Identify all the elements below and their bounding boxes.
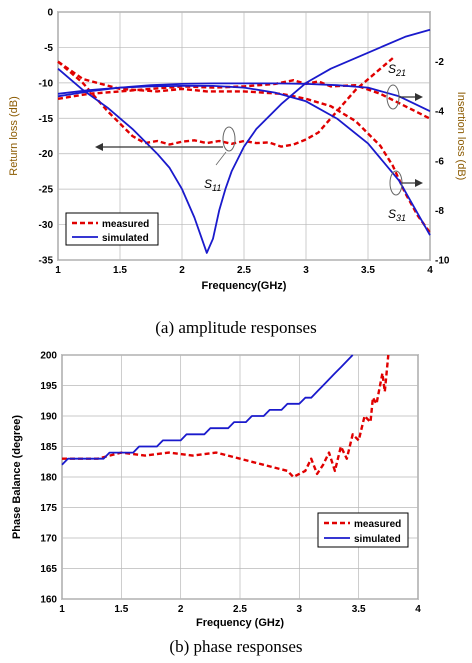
chart-b-y-tick-0: 200 <box>40 351 57 362</box>
chart-a-x-ticks: 1 1.5 2 2.5 3 3.5 4 <box>55 265 433 276</box>
chart-b-phase: 1 1.5 2 2.5 3 3.5 4 200 195 190 185 180 175 170 165 16… <box>11 351 421 657</box>
svg-text:S21: S21 <box>388 62 406 78</box>
chart-b-x-axis-label: Frequency (GHz) <box>196 617 284 629</box>
chart-a-x-tick-1: 1.5 <box>113 265 127 276</box>
chart-b-x-tick-6: 4 <box>415 604 421 615</box>
chart-a-x-axis-label: Frequency(GHz) <box>202 280 287 292</box>
chart-b-y-tick-2: 190 <box>40 412 57 423</box>
chart-a-series-simulated-s11-line <box>57 28 431 254</box>
s31-label: S <box>388 207 396 221</box>
chart-a-x-tick-5: 3.5 <box>361 265 375 276</box>
chart-a-y-axis-label: Return loss (dB) <box>8 96 20 175</box>
chart-a-legend: measured simulated <box>65 212 159 246</box>
chart-a-y-tick-2: -10 <box>39 78 54 89</box>
chart-b-x-tick-5: 3.5 <box>352 604 366 615</box>
chart-b-x-ticks: 1 1.5 2 2.5 3 3.5 4 <box>59 604 421 615</box>
chart-a-y-tick-5: -25 <box>39 185 54 196</box>
s21-label: S <box>388 62 396 76</box>
chart-b-y-tick-8: 160 <box>40 595 57 606</box>
chart-a-x-tick-3: 2.5 <box>237 265 251 276</box>
chart-b-grid <box>61 354 419 600</box>
chart-b-series-measured-line <box>62 354 390 479</box>
chart-a-x-tick-2: 2 <box>179 265 185 276</box>
chart-a-series-measured-s21-line <box>57 78 431 120</box>
chart-b-series <box>61 354 390 479</box>
chart-a-series-measured-s11-line <box>57 57 394 148</box>
s31-arrow-head <box>415 179 423 187</box>
s11-leader <box>215 151 227 166</box>
s11-arrow-head <box>95 143 103 151</box>
chart-a-y-tick-right-4: -10 <box>435 256 450 267</box>
s21-label-sub: 21 <box>395 68 406 78</box>
svg-text:S11: S11 <box>204 177 221 193</box>
chart-b-series-simulated-line <box>61 354 354 466</box>
chart-a-y-tick-0: 0 <box>47 8 53 19</box>
s31-label-sub: 31 <box>396 213 406 223</box>
s11-ellipse-marker <box>222 126 236 152</box>
chart-a-y-tick-3: -15 <box>39 114 54 125</box>
chart-a-amplitude: 1 1.5 2 2.5 3 3.5 4 0 -5 -10 -15 -20 -25 -30 -35 -2 -4… <box>8 8 467 338</box>
annotation-s21: S21 <box>386 62 423 110</box>
chart-b-x-tick-1: 1.5 <box>114 604 128 615</box>
chart-a-y-tick-6: -30 <box>39 220 54 231</box>
chart-a-legend-measured-label: measured <box>102 219 149 230</box>
chart-a-x-tick-0: 1 <box>55 265 61 276</box>
chart-b-y-axis-label: Phase Balance (degree) <box>11 415 23 539</box>
chart-b-y-tick-3: 185 <box>40 442 57 453</box>
chart-a-y-axis-label-right: Insertion loss (dB) <box>455 92 467 181</box>
chart-b-y-tick-7: 165 <box>40 564 57 575</box>
chart-a-y-ticks-right: -2 -4 -6 -8 -10 <box>435 57 450 266</box>
chart-b-x-tick-0: 1 <box>59 604 65 615</box>
s11-label-sub: 11 <box>212 183 221 193</box>
chart-a-y-ticks: 0 -5 -10 -15 -20 -25 -30 -35 <box>39 8 54 267</box>
chart-a-series-measured-s31-line <box>57 60 431 234</box>
chart-b-legend-box <box>317 512 409 548</box>
chart-b-x-tick-4: 3 <box>297 604 303 615</box>
chart-b-y-ticks: 200 195 190 185 180 175 170 165 160 <box>40 351 57 606</box>
chart-a-caption: (a) amplitude responses <box>155 318 316 337</box>
chart-b-y-tick-6: 170 <box>40 534 57 545</box>
chart-b-legend-simulated-label: simulated <box>354 534 401 545</box>
chart-b-x-tick-2: 2 <box>178 604 184 615</box>
s11-label: S <box>204 177 212 191</box>
chart-b-y-tick-5: 175 <box>40 503 57 514</box>
chart-a-y-tick-4: -20 <box>39 149 54 160</box>
chart-a-y-tick-right-0: -2 <box>435 57 444 68</box>
chart-a-legend-box <box>65 212 159 246</box>
svg-text:S31: S31 <box>388 207 406 223</box>
chart-a-series <box>57 28 431 254</box>
chart-a-y-tick-7: -35 <box>39 256 54 267</box>
chart-b-y-tick-4: 180 <box>40 473 57 484</box>
s21-arrow-head <box>415 93 423 101</box>
chart-b-y-tick-1: 195 <box>40 381 57 392</box>
chart-a-y-tick-right-1: -4 <box>435 107 444 118</box>
chart-b-caption: (b) phase responses <box>169 637 302 656</box>
chart-a-y-tick-right-2: -6 <box>435 156 444 167</box>
chart-a-y-tick-right-3: -8 <box>435 206 444 217</box>
chart-a-y-tick-1: -5 <box>44 43 53 54</box>
chart-b-legend: measured simulated <box>317 512 409 548</box>
chart-b-x-tick-3: 2.5 <box>233 604 247 615</box>
chart-a-series-simulated-s31-line <box>57 85 431 236</box>
annotation-s11: S11 <box>95 126 236 193</box>
chart-a-legend-simulated-label: simulated <box>102 233 149 244</box>
chart-a-x-tick-6: 4 <box>427 265 433 276</box>
chart-a-x-tick-4: 3 <box>303 265 309 276</box>
chart-b-legend-measured-label: measured <box>354 519 401 530</box>
annotation-s31: S31 <box>388 170 423 223</box>
